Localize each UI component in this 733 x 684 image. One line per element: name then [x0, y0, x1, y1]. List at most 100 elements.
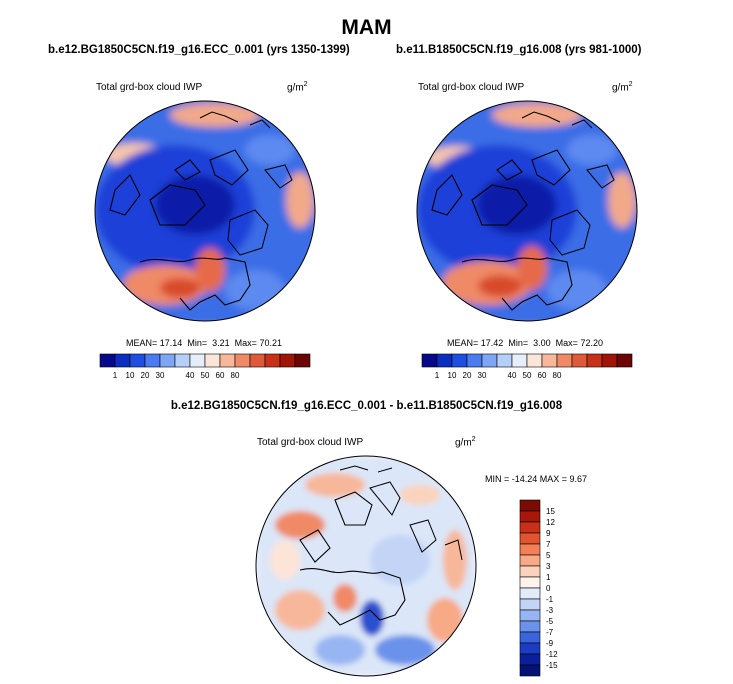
colorbar-swatch — [234, 353, 251, 368]
stat-max-label: Max= — [555, 338, 578, 348]
panel-left-map — [94, 100, 316, 322]
difference-title: b.e12.BG1850C5CN.f19_g16.ECC_0.001 - b.e… — [170, 400, 563, 412]
colorbar-tick-label: 40 — [186, 371, 195, 380]
colorbar-swatch — [99, 353, 116, 368]
colorbar-swatch — [519, 565, 541, 578]
colorbar-tick-label: 7 — [546, 540, 551, 549]
colorbar-swatch — [451, 353, 468, 368]
colorbar-swatch — [204, 353, 221, 368]
abs-colorbar-right: 1 10 20 30 40 50 60 80 — [421, 353, 633, 380]
panel-right-map — [416, 100, 638, 322]
difference-stats: MIN = -14.24 MAX = 9.67 — [485, 474, 588, 484]
difference-colorbar: 15 12 9 7 5 3 1 0 -1 -3 -5 -7 -9 -12 -15 — [519, 499, 558, 677]
colorbar-tick-label: 0 — [546, 584, 551, 593]
stat-min-value: 3.21 — [212, 338, 230, 348]
colorbar-swatch — [526, 353, 543, 368]
colorbar-swatch — [519, 664, 541, 677]
stat-min-value: 3.00 — [533, 338, 551, 348]
colorbar-swatch — [519, 609, 541, 622]
colorbar-swatch — [519, 510, 541, 523]
colorbar-swatch — [159, 353, 176, 368]
panel-left-stats: MEAN= 17.14 Min= 3.21 Max= 70.21 — [126, 338, 282, 348]
panel-right-units: g/m2 — [612, 81, 633, 94]
colorbar-swatch — [519, 642, 541, 655]
colorbar-tick-label: 1 — [546, 573, 551, 582]
colorbar-tick-label: 50 — [523, 371, 532, 380]
colorbar-tick-label: -15 — [546, 661, 558, 670]
colorbar-tick-label: 60 — [538, 371, 547, 380]
colorbar-swatch — [519, 554, 541, 567]
colorbar-tick-label: -5 — [546, 617, 554, 626]
difference-map — [255, 455, 477, 677]
colorbar-tick-label: -7 — [546, 628, 554, 637]
stat-max-value: 70.21 — [259, 338, 282, 348]
colorbar-tick-label: 40 — [508, 371, 517, 380]
colorbar-tick-label: -1 — [546, 595, 554, 604]
colorbar-tick-label: 30 — [156, 371, 165, 380]
colorbar-swatch — [519, 521, 541, 534]
colorbar-swatch — [294, 353, 311, 368]
stat-mean-label: MEAN= — [126, 338, 158, 348]
difference-variable: Total grd-box cloud IWP — [257, 437, 364, 448]
colorbar-tick-label: 5 — [546, 551, 551, 560]
figure-title: MAM — [341, 16, 392, 39]
colorbar-tick-label: 10 — [448, 371, 457, 380]
colorbar-swatch — [264, 353, 281, 368]
colorbar-tick-label: 15 — [546, 507, 555, 516]
colorbar-swatch — [511, 353, 528, 368]
colorbar-swatch — [601, 353, 618, 368]
panel-left-case-title: b.e12.BG1850C5CN.f19_g16.ECC_0.001 (yrs … — [48, 44, 350, 56]
colorbar-swatch — [616, 353, 633, 368]
colorbar-swatch — [519, 499, 541, 512]
colorbar-swatch — [114, 353, 131, 368]
colorbar-tick-label: -9 — [546, 639, 554, 648]
colorbar-swatch — [466, 353, 483, 368]
colorbar-tick-label: 20 — [463, 371, 472, 380]
stat-mean-value: 17.42 — [480, 338, 504, 348]
colorbar-swatch — [519, 598, 541, 611]
colorbar-tick-label: 9 — [546, 529, 551, 538]
abs-colorbar-left: 1 10 20 30 40 50 60 80 — [99, 353, 311, 380]
colorbar-swatch — [519, 543, 541, 556]
colorbar-tick-label: 30 — [478, 371, 487, 380]
colorbar-swatch — [279, 353, 296, 368]
colorbar-swatch — [436, 353, 453, 368]
colorbar-swatch — [556, 353, 573, 368]
colorbar-tick-label: 10 — [126, 371, 135, 380]
colorbar-swatch — [519, 532, 541, 545]
colorbar-tick-label: -12 — [546, 650, 558, 659]
colorbar-swatch — [174, 353, 191, 368]
colorbar-swatch — [481, 353, 498, 368]
colorbar-tick-label: 50 — [201, 371, 210, 380]
colorbar-swatch — [219, 353, 236, 368]
colorbar-tick-label: 1 — [435, 371, 440, 380]
colorbar-swatch — [421, 353, 438, 368]
panel-right-case-title: b.e11.B1850C5CN.f19_g16.008 (yrs 981-100… — [396, 44, 642, 56]
colorbar-swatch — [519, 653, 541, 666]
colorbar-tick-label: 80 — [231, 371, 240, 380]
colorbar-swatch — [496, 353, 513, 368]
colorbar-tick-label: -3 — [546, 606, 554, 615]
colorbar-swatch — [519, 587, 541, 600]
colorbar-swatch — [144, 353, 161, 368]
colorbar-swatch — [189, 353, 206, 368]
stat-min-label: Min= — [508, 338, 529, 348]
colorbar-tick-label: 3 — [546, 562, 551, 571]
stat-max-label: Max= — [234, 338, 257, 348]
colorbar-tick-label: 60 — [216, 371, 225, 380]
colorbar-swatch — [519, 576, 541, 589]
colorbar-tick-label: 20 — [141, 371, 150, 380]
difference-units: g/m2 — [455, 436, 476, 449]
colorbar-swatch — [541, 353, 558, 368]
colorbar-swatch — [586, 353, 603, 368]
stat-mean-value: 17.14 — [159, 338, 183, 348]
colorbar-tick-label: 80 — [553, 371, 562, 380]
stat-max-value: 72.20 — [580, 338, 603, 348]
colorbar-swatch — [519, 620, 541, 633]
stat-min-label: Min= — [187, 338, 208, 348]
colorbar-swatch — [519, 631, 541, 644]
panel-left-variable: Total grd-box cloud IWP — [96, 82, 203, 93]
colorbar-tick-label: 12 — [546, 518, 555, 527]
colorbar-tick-label: 1 — [113, 371, 118, 380]
